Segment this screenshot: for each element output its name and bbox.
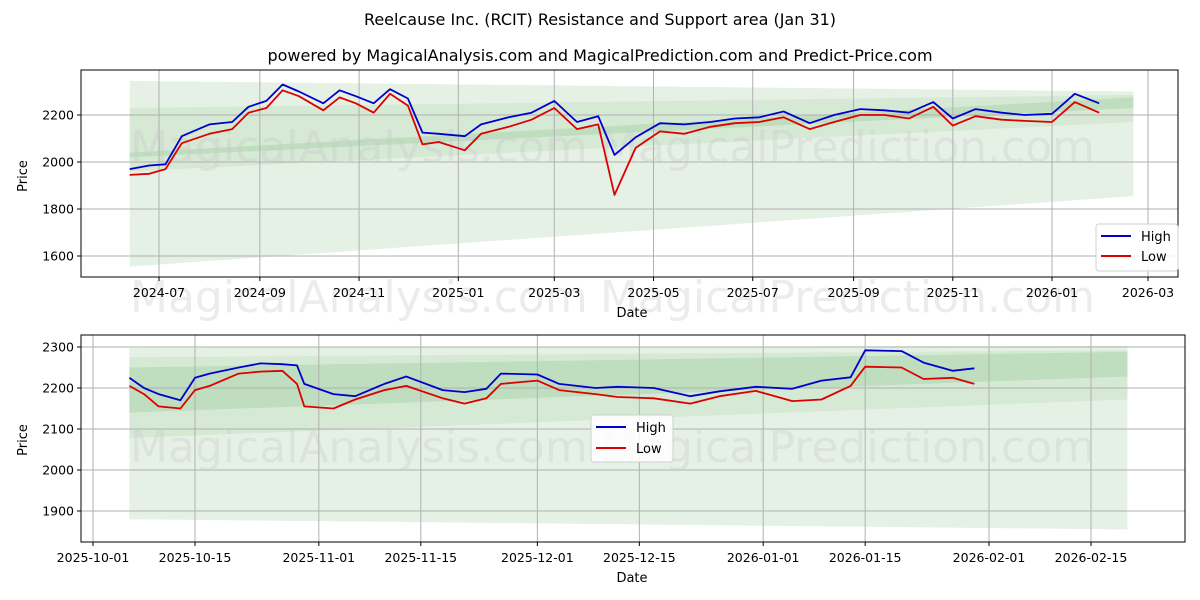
top-price-lines <box>129 83 1100 196</box>
x-tick-label: 2025-10-15 <box>159 550 232 565</box>
bottom-chart: MagicalAnalysis.com MagicalPrediction.com… <box>16 334 1186 586</box>
x-tick-label: 2025-11-01 <box>282 550 355 565</box>
x-tick-label: 2026-02-01 <box>953 550 1026 565</box>
x-tick-label: 2025-01 <box>432 285 484 300</box>
top-legend: High Low <box>1095 223 1179 272</box>
bottom-x-axis-label: Date <box>616 571 647 586</box>
bottom-y-axis: 1900 2000 2100 2200 2300 <box>42 340 81 519</box>
bottom-legend: High Low <box>590 414 674 463</box>
top-y-axis: 1600 1800 2000 2200 <box>42 108 81 264</box>
x-tick-label: 2025-03 <box>528 285 580 300</box>
y-tick-label: 1800 <box>42 202 74 217</box>
y-tick-label: 2000 <box>42 155 74 170</box>
watermark-text: MagicalAnalysis.com <box>130 122 588 173</box>
legend-high-label: High <box>1141 230 1171 245</box>
top-y-axis-label: Price <box>16 160 31 192</box>
y-tick-label: 1900 <box>42 504 74 519</box>
x-tick-label: 2025-05 <box>627 285 679 300</box>
x-tick-label: 2025-10-01 <box>57 550 130 565</box>
top-x-axis: 2024-07 2024-09 2024-11 2025-01 2025-03 2025-… <box>133 277 1174 300</box>
x-tick-label: 2025-12-15 <box>603 550 676 565</box>
watermark-text: MagicalPrediction.com <box>600 272 1095 323</box>
y-tick-label: 2000 <box>42 463 74 478</box>
watermark-text: MagicalAnalysis.com <box>130 422 588 473</box>
watermark-text: MagicalPrediction.com <box>600 422 1095 473</box>
x-tick-label: 2025-11-15 <box>384 550 457 565</box>
x-tick-label: 2026-01 <box>1026 285 1078 300</box>
top-watermark: MagicalAnalysis.com MagicalPrediction.com… <box>130 122 1095 323</box>
watermark-text: MagicalPrediction.com <box>600 122 1095 173</box>
bottom-y-axis-label: Price <box>16 424 31 456</box>
x-tick-label: 2025-12-01 <box>501 550 574 565</box>
y-tick-label: 2200 <box>42 108 74 123</box>
x-tick-label: 2024-09 <box>234 285 286 300</box>
y-tick-label: 1600 <box>42 249 74 264</box>
top-axes-frame <box>80 69 1179 278</box>
bottom-watermark: MagicalAnalysis.com MagicalPrediction.com <box>130 422 1095 473</box>
x-tick-label: 2025-09 <box>827 285 879 300</box>
chart-subtitle: powered by MagicalAnalysis.com and Magic… <box>267 46 933 65</box>
y-tick-label: 2200 <box>42 381 74 396</box>
x-tick-label: 2024-11 <box>333 285 385 300</box>
x-tick-label: 2025-07 <box>727 285 779 300</box>
legend-high-label: High <box>636 421 666 436</box>
top-x-axis-label: Date <box>616 306 647 321</box>
top-support-resistance-bands <box>129 80 1134 267</box>
x-tick-label: 2026-01-01 <box>727 550 800 565</box>
legend-low-label: Low <box>1141 250 1167 265</box>
top-chart: MagicalAnalysis.com MagicalPrediction.com… <box>16 69 1179 323</box>
bottom-x-axis: 2025-10-01 2025-10-15 2025-11-01 2025-11-15… <box>57 542 1128 565</box>
high-price-line <box>128 349 975 402</box>
chart-title: Reelcause Inc. (RCIT) Resistance and Sup… <box>363 10 837 29</box>
x-tick-label: 2025-11 <box>927 285 979 300</box>
x-tick-label: 2026-02-15 <box>1055 550 1128 565</box>
y-tick-label: 2100 <box>42 422 74 437</box>
low-price-line <box>129 89 1100 196</box>
y-tick-label: 2300 <box>42 340 74 355</box>
legend-low-label: Low <box>636 442 662 457</box>
band-inner <box>129 97 1134 158</box>
high-price-line <box>129 83 1100 170</box>
x-tick-label: 2026-01-15 <box>829 550 902 565</box>
bottom-price-lines <box>128 349 975 410</box>
low-price-line <box>128 365 975 410</box>
x-tick-label: 2026-03 <box>1122 285 1174 300</box>
bottom-axes-frame <box>80 334 1186 543</box>
x-tick-label: 2024-07 <box>133 285 185 300</box>
